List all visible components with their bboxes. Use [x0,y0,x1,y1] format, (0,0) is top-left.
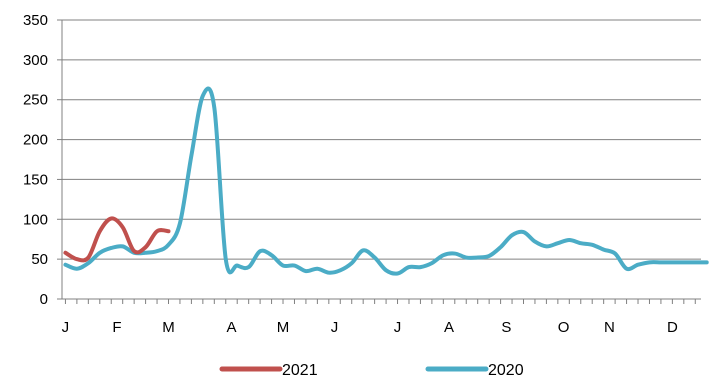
y-tick-label-100: 100 [23,211,48,228]
y-tick-label-200: 200 [23,132,48,149]
axes [57,19,701,304]
x-tick-label-6: J [394,319,402,336]
x-tick-label-0: J [62,319,70,336]
x-tick-label-3: A [226,319,236,336]
y-tick-labels: 0 50 100 150 200 250 300 350 [23,12,48,308]
legend-label-2020: 2020 [488,362,524,379]
x-tick-label-2: M [162,319,175,336]
x-tick-label-9: O [558,319,570,336]
y-tick-label-250: 250 [23,92,48,109]
series-line-2021 [63,216,171,263]
x-tick-label-8: S [501,319,511,336]
x-tick-label-10: N [604,319,615,336]
gridlines [62,19,701,260]
legend-label-2021: 2021 [282,362,318,379]
x-tick-label-11: D [667,319,678,336]
y-tick-label-50: 50 [31,251,48,268]
series-lines [63,86,709,276]
x-tick-label-1: F [112,319,121,336]
series-line-2020 [63,86,709,276]
y-tick-label-300: 300 [23,52,48,69]
x-tick-label-4: M [277,319,290,336]
y-tick-label-150: 150 [23,171,48,188]
y-tick-label-0: 0 [40,291,48,308]
x-tick-label-5: J [331,319,339,336]
x-tick-label-7: A [444,319,454,336]
legend: 2021 2020 [219,362,524,379]
y-tick-label-350: 350 [23,12,48,29]
